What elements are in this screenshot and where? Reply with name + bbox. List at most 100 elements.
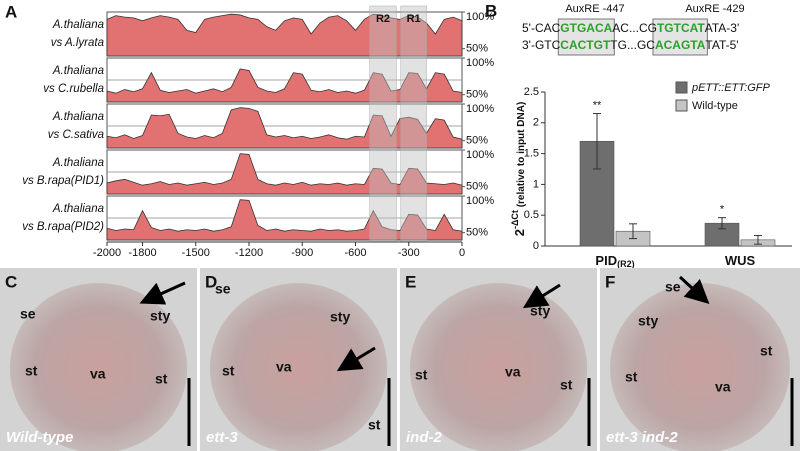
sequence: ATA-3' bbox=[705, 21, 740, 35]
legend-swatch bbox=[675, 81, 688, 94]
tissue-label: st bbox=[25, 363, 38, 379]
y-axis-label-part: 2 bbox=[512, 229, 527, 236]
y-tick-label: 2.5 bbox=[524, 86, 539, 98]
motif-box bbox=[557, 18, 615, 56]
tissue-label: sty bbox=[638, 313, 658, 329]
region-label: R1 bbox=[407, 13, 421, 25]
arrow bbox=[336, 346, 376, 372]
panel-letter: B bbox=[485, 1, 497, 20]
y-tick-label: 50% bbox=[466, 43, 488, 55]
genotype-caption: ind-2 bbox=[406, 429, 442, 446]
legend-label: pETT::ETT:GFP bbox=[691, 82, 770, 94]
motif-sequence: TGTCAT bbox=[657, 21, 705, 35]
category-name: WUS bbox=[725, 253, 756, 268]
region-label: R2 bbox=[376, 13, 390, 25]
x-tick-label: -300 bbox=[398, 247, 420, 259]
tissue-label: st bbox=[760, 343, 773, 359]
track-label: A.thaliana bbox=[52, 157, 104, 169]
motif-sequence: CACTGT bbox=[560, 38, 611, 52]
sequence: AC...CG bbox=[612, 21, 657, 35]
sequence: 5'-CAC bbox=[522, 21, 561, 35]
region bbox=[400, 5, 427, 243]
track-label: vs C.sativa bbox=[48, 129, 104, 141]
tissue-label: st bbox=[625, 369, 638, 385]
x-tick-label: -600 bbox=[344, 247, 366, 259]
tissue-label: st bbox=[155, 371, 168, 387]
y-tick-label: 50% bbox=[466, 227, 488, 239]
tissue-label: st bbox=[560, 377, 573, 393]
y-tick-label: 100% bbox=[466, 195, 494, 207]
x-tick-label: -2000 bbox=[93, 247, 121, 259]
panel-letter: C bbox=[5, 272, 17, 291]
motif-title: AuxRE -447 bbox=[565, 3, 624, 15]
conservation-area bbox=[106, 13, 463, 57]
tissue-label: va bbox=[276, 359, 292, 375]
panel-letter: D bbox=[205, 272, 217, 291]
track-label: A.thaliana bbox=[52, 203, 104, 215]
x-tick-label: -1200 bbox=[235, 247, 263, 259]
motif-sequence: GTGACA bbox=[560, 21, 612, 35]
significance: * bbox=[720, 204, 725, 216]
category-subscript: (R2) bbox=[617, 259, 635, 269]
y-tick-label: 1 bbox=[533, 178, 539, 190]
tissue bbox=[209, 283, 388, 451]
tissue bbox=[610, 283, 790, 451]
conservation-area bbox=[106, 68, 463, 103]
y-tick-label: 50% bbox=[466, 135, 488, 147]
conservation-area bbox=[106, 199, 463, 241]
x-tick-label: -1500 bbox=[182, 247, 210, 259]
y-tick-label: 1.5 bbox=[524, 148, 539, 160]
tissue bbox=[9, 283, 188, 451]
y-tick-label: 100% bbox=[466, 149, 494, 161]
significance: ** bbox=[593, 99, 602, 111]
tissue-label: st bbox=[222, 363, 235, 379]
region bbox=[369, 5, 397, 243]
tissue-label: sty bbox=[530, 303, 550, 319]
x-tick-label: WUS bbox=[725, 253, 756, 268]
y-axis-label: 2-ΔCt (relative to input DNA) bbox=[510, 102, 527, 237]
genotype-caption: ett-3 bbox=[206, 429, 238, 446]
x-tick-label: -900 bbox=[291, 247, 313, 259]
legend-swatch bbox=[675, 99, 688, 112]
y-tick-label: 100% bbox=[466, 103, 494, 115]
panel-letter: F bbox=[605, 272, 615, 291]
x-tick-label: 0 bbox=[459, 247, 465, 259]
tissue-label: va bbox=[505, 364, 521, 380]
track-label: vs B.rapa(PID2) bbox=[22, 221, 104, 233]
tissue-label: va bbox=[715, 379, 731, 395]
y-tick-label: 50% bbox=[466, 181, 488, 193]
tissue-label: se bbox=[665, 279, 681, 295]
tissue-label: st bbox=[368, 417, 381, 433]
motif-box bbox=[652, 18, 708, 56]
genotype-caption: ett-3 ind-2 bbox=[606, 429, 678, 446]
y-tick-label: 0 bbox=[533, 240, 539, 252]
sequence: TAT-5' bbox=[705, 38, 738, 52]
track-label: A.thaliana bbox=[52, 111, 104, 123]
y-tick-label: 100% bbox=[466, 11, 494, 23]
arrow bbox=[678, 275, 710, 305]
arrow bbox=[522, 283, 561, 309]
arrow bbox=[139, 281, 186, 305]
tissue-label: sty bbox=[330, 309, 350, 325]
tissue-label: va bbox=[90, 366, 106, 382]
genotype-caption: Wild-type bbox=[6, 429, 73, 446]
legend-label: Wild-type bbox=[692, 100, 738, 112]
y-tick-label: 100% bbox=[466, 57, 494, 69]
y-axis-label-part: (relative to input DNA) bbox=[516, 102, 527, 210]
category-name: PID bbox=[595, 253, 617, 268]
track-label: A.thaliana bbox=[52, 19, 104, 31]
motif-sequence: ACAGTA bbox=[655, 38, 706, 52]
tissue-label: st bbox=[415, 367, 428, 383]
tissue-label: se bbox=[215, 281, 231, 297]
sequence: TG...GC bbox=[610, 38, 655, 52]
tissue bbox=[409, 283, 588, 451]
y-tick-label: 50% bbox=[466, 89, 488, 101]
y-axis-label-part: -ΔCt bbox=[510, 210, 520, 229]
x-tick-label: PID(R2) bbox=[595, 253, 634, 269]
motif-title: AuxRE -429 bbox=[685, 3, 744, 15]
panel-letter: E bbox=[405, 272, 416, 291]
track-label: vs B.rapa(PID1) bbox=[22, 175, 104, 187]
y-tick-label: 2 bbox=[533, 117, 539, 129]
panel-letter: A bbox=[5, 2, 17, 21]
